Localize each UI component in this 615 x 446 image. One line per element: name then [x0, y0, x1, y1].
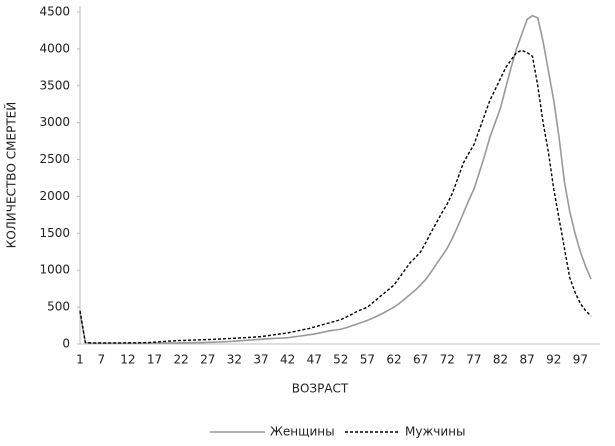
x-tick-label: 42 — [280, 353, 295, 367]
x-tick-label: 32 — [227, 353, 242, 367]
x-tick-label: 12 — [120, 353, 135, 367]
x-tick-label: 82 — [493, 353, 508, 367]
x-tick-label: 72 — [440, 353, 455, 367]
x-tick-label: 57 — [360, 353, 375, 367]
x-tick-label: 97 — [573, 353, 588, 367]
y-tick-label: 2500 — [39, 152, 70, 166]
x-tick-label: 77 — [466, 353, 481, 367]
x-tick-label: 22 — [173, 353, 188, 367]
x-axis-label: ВОЗРАСТ — [292, 382, 349, 396]
x-tick-label: 87 — [519, 353, 534, 367]
y-tick-label: 4500 — [39, 5, 70, 19]
legend-label: Женщины — [270, 425, 335, 439]
x-tick-label: 67 — [413, 353, 428, 367]
y-axis-label: КОЛИЧЕСТВО СМЕРТЕЙ — [4, 102, 19, 248]
y-tick-label: 1500 — [39, 226, 70, 240]
y-tick-label: 3500 — [39, 78, 70, 92]
x-tick-label: 27 — [200, 353, 215, 367]
y-tick-label: 500 — [47, 300, 70, 314]
line-series — [79, 14, 592, 345]
x-tick-label: 62 — [386, 353, 401, 367]
x-tick-label: 92 — [546, 353, 561, 367]
y-tick-label: 1000 — [39, 263, 70, 277]
x-tick-label: 1 — [76, 353, 84, 367]
y-tick-label: 3000 — [39, 115, 70, 129]
x-tick-label: 37 — [253, 353, 268, 367]
y-tick-label: 4000 — [39, 41, 70, 55]
y-tick-label: 2000 — [39, 189, 70, 203]
legend-label: Мужчины — [405, 425, 465, 439]
x-tick-label: 52 — [333, 353, 348, 367]
x-tick-label: 47 — [307, 353, 322, 367]
line-series — [79, 49, 592, 344]
x-tick-label: 17 — [147, 353, 162, 367]
x-tick-label: 7 — [97, 353, 105, 367]
y-tick-label: 0 — [62, 337, 70, 351]
